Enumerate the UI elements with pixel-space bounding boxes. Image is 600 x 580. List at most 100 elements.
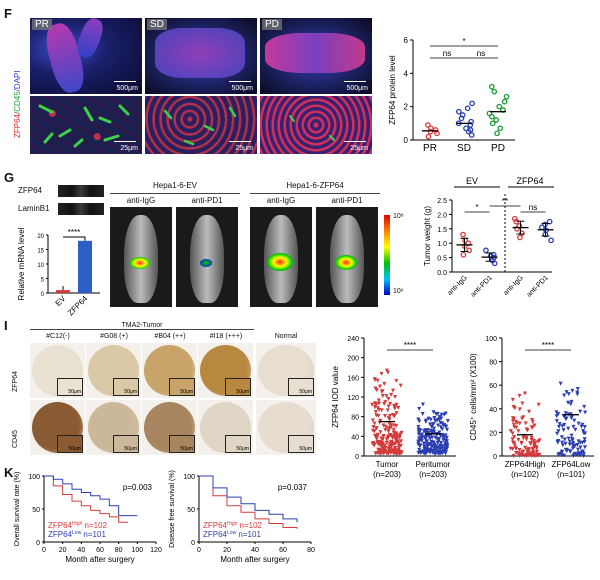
scale-label: 25μm (350, 145, 368, 152)
data-point (390, 388, 395, 393)
x-tick-label: PR (423, 143, 437, 154)
legend-entry: ZFP64High n=102 (48, 521, 108, 530)
data-point (486, 110, 493, 117)
data-point (566, 392, 571, 397)
y-tick-label: 100 (28, 474, 40, 481)
data-point (581, 431, 586, 436)
y-tick-label: 60 (489, 383, 497, 390)
treatment-label: anti-PD1 (191, 196, 223, 205)
x-tick-label: anti-IgG (502, 274, 525, 297)
data-point (386, 397, 391, 402)
data-point (392, 404, 397, 409)
micrograph-pr-high: 25μm (30, 96, 142, 154)
data-point (424, 449, 429, 454)
data-point (433, 435, 438, 440)
data-point (519, 230, 525, 236)
data-point (392, 448, 397, 453)
data-point (523, 445, 528, 450)
ihc-core-zfp64-5: 50μm (256, 343, 316, 398)
data-point (573, 427, 578, 432)
stain-zfp64: ZFP64 (13, 113, 22, 138)
data-point (396, 434, 401, 439)
chart-disease-free-survival: 0 50 100 0 20 40 60 80 Month after surgery Diseas… (169, 470, 315, 564)
data-point (429, 439, 434, 444)
data-point (439, 440, 444, 445)
data-point (416, 424, 421, 429)
panel-letter-k: K (4, 465, 14, 480)
x-tick-label: 0 (197, 547, 201, 554)
data-point (371, 428, 376, 433)
x-tick-label: 120 (150, 547, 162, 554)
data-point (370, 402, 375, 407)
data-point (380, 389, 385, 394)
data-point (558, 381, 563, 386)
data-point (572, 452, 577, 457)
x-axis-label: Month after surgery (220, 555, 289, 564)
data-point (431, 410, 436, 415)
data-point (396, 405, 401, 410)
data-point (438, 425, 443, 430)
tma-row-label-zfp64: ZFP64 (12, 370, 19, 392)
data-point (432, 451, 437, 456)
x-tick-label: 60 (279, 547, 287, 554)
data-point (419, 438, 424, 443)
data-point (510, 431, 515, 436)
tissue-label-pd: PD (262, 19, 282, 30)
x-tick-label: 100 (131, 547, 143, 554)
data-point (459, 112, 466, 118)
scale-label: 50μm (236, 389, 249, 395)
legend-entry: ZFP64Low n=101 (48, 530, 106, 539)
data-point (575, 386, 580, 391)
data-point (516, 437, 521, 442)
y-tick-label: 6 (404, 36, 409, 45)
data-point (557, 424, 562, 429)
x-tick-label: 40 (251, 547, 259, 554)
group-label: EV (466, 176, 478, 186)
data-point (420, 435, 425, 440)
magnified-inset: 50μm (57, 435, 83, 453)
y-axis-label: Overall survival rate (%) (14, 472, 21, 547)
chart-overall-survival: 0 50 100 0 20 40 60 80 100 120 Month after surgery… (14, 472, 162, 564)
data-point (520, 416, 525, 421)
magnified-inset: 50μm (113, 378, 139, 396)
data-point (578, 440, 583, 445)
y-tick-label: 80 (489, 360, 497, 367)
data-point (382, 401, 387, 406)
x-tick-label: 80 (115, 547, 123, 554)
data-point (570, 388, 575, 393)
scale-label: 50μm (124, 389, 137, 395)
data-point (563, 441, 568, 446)
data-point (379, 408, 384, 413)
tma-column-label: #B04 (++) (154, 333, 186, 340)
data-point (563, 417, 568, 422)
data-point (419, 432, 424, 437)
data-point (428, 422, 433, 427)
group-label: ZFP64 (516, 176, 543, 186)
data-point (429, 424, 434, 429)
data-point (384, 440, 389, 445)
magnified-inset: 50μm (225, 378, 251, 396)
x-tick-label: anti-PD1 (526, 274, 550, 298)
data-point (388, 401, 393, 406)
data-point (393, 433, 398, 438)
data-point (564, 390, 569, 395)
ihc-core-zfp64-3: 50μm (142, 343, 197, 398)
data-point (416, 442, 421, 447)
data-point (532, 441, 537, 446)
data-point (516, 429, 521, 434)
data-point (390, 442, 395, 447)
data-point (556, 452, 561, 457)
data-point (530, 446, 535, 451)
scale-label: 50μm (236, 446, 249, 452)
data-point (571, 424, 576, 429)
magnified-inset: 50μm (288, 435, 314, 453)
data-point (527, 409, 532, 414)
data-point (582, 425, 587, 430)
data-point (464, 105, 471, 112)
data-point (524, 453, 529, 458)
data-point (425, 428, 430, 433)
data-point (535, 453, 540, 458)
ivis-image-ev-pd1 (176, 207, 238, 307)
y-axis-label: ZFP64 protein level (388, 55, 397, 125)
data-point (578, 445, 583, 450)
